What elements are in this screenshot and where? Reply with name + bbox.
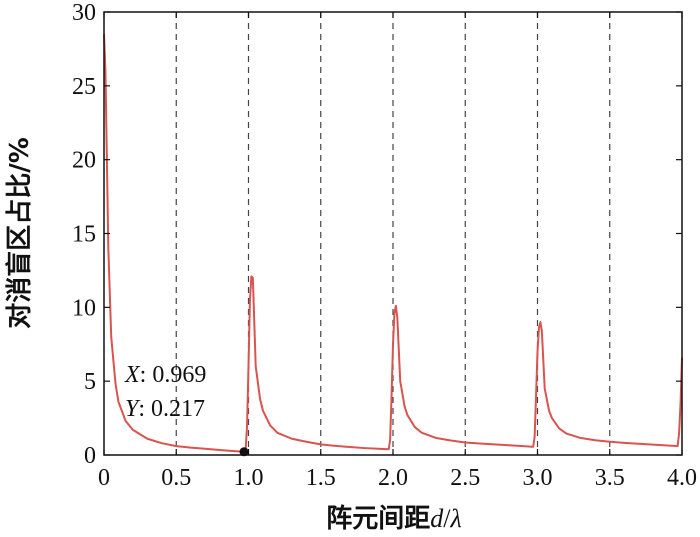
x-axis-title-var: d — [430, 504, 444, 533]
series-line — [103, 34, 683, 453]
datatip-marker — [239, 447, 249, 457]
y-tick-labels: 0 5 10 15 20 25 30 — [72, 0, 96, 469]
y-tick-label: 25 — [72, 74, 96, 100]
x-axis-title: 阵元间距d/λ — [326, 504, 462, 534]
datatip-x-value: 0.969 — [152, 362, 206, 388]
x-tick-label: 2.0 — [378, 465, 408, 491]
y-tick-label: 30 — [72, 0, 96, 26]
datatip-y-text: Y: 0.217 — [125, 396, 205, 422]
x-tick-labels: 0 0.5 1.0 1.5 2.0 2.5 3.0 3.5 4.0 — [98, 465, 697, 491]
datatip-x-label: X — [124, 362, 141, 388]
x-axis-title-sep: / — [443, 504, 451, 533]
x-tick-label: 0 — [98, 465, 110, 491]
datatip-x-text: X: 0.969 — [124, 362, 206, 388]
y-tick-marks — [104, 11, 682, 456]
x-tick-label: 2.5 — [450, 465, 480, 491]
datatip-y-value: 0.217 — [151, 396, 205, 422]
x-axis-title-lambda: λ — [449, 504, 461, 533]
x-tick-marks — [103, 12, 683, 455]
y-tick-label: 5 — [84, 369, 96, 395]
x-tick-label: 0.5 — [161, 465, 191, 491]
y-tick-label: 0 — [84, 443, 96, 469]
x-tick-label: 3.5 — [595, 465, 625, 491]
y-tick-label: 20 — [72, 148, 96, 174]
series-layer — [103, 34, 683, 453]
x-tick-label: 1.5 — [306, 465, 336, 491]
y-tick-label: 15 — [72, 222, 96, 248]
grid-lines — [175, 12, 611, 455]
y-tick-label: 10 — [72, 295, 96, 321]
x-tick-label: 3.0 — [523, 465, 553, 491]
x-tick-label: 1.0 — [234, 465, 264, 491]
datatip-y-label: Y — [125, 396, 141, 422]
x-tick-label: 4.0 — [667, 465, 697, 491]
y-axis-title: 对消盲区占比/% — [4, 137, 35, 329]
x-axis-title-text: 阵元间距 — [326, 504, 430, 534]
